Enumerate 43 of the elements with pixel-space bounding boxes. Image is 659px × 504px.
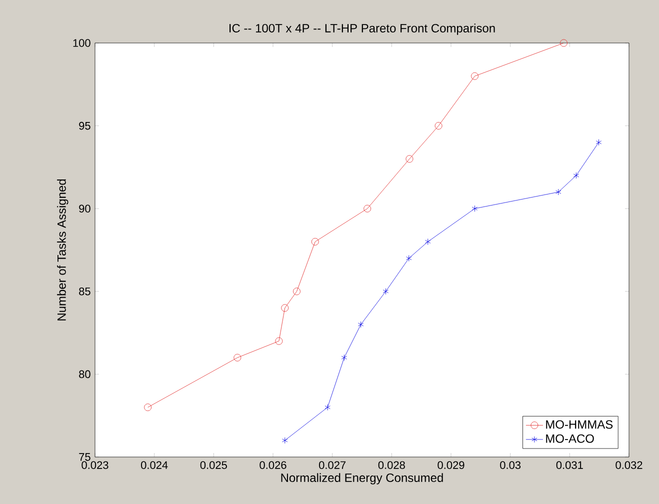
point	[573, 172, 579, 179]
x-tick-label: 0.027	[319, 461, 346, 469]
point	[560, 39, 568, 47]
point	[293, 288, 300, 296]
x-tick-label: 0.028	[378, 461, 405, 469]
chart-title: IC -- 100T x 4P -- LT-HP Pareto Front Comparison	[230, 24, 495, 35]
point	[281, 304, 289, 312]
y-tick-label: 90	[79, 204, 90, 212]
point	[596, 139, 602, 146]
point	[472, 205, 478, 212]
point	[311, 238, 319, 246]
y-tick-label: 85	[79, 287, 90, 296]
point	[434, 122, 442, 130]
point	[234, 354, 242, 362]
y-tick-label: 100	[73, 39, 90, 47]
point	[471, 72, 478, 80]
point	[406, 255, 412, 262]
x-tick-label: 0.024	[141, 461, 168, 469]
point	[364, 204, 372, 212]
point	[282, 437, 288, 444]
x-tick-label: 0.032	[616, 461, 642, 469]
point	[144, 404, 152, 412]
point	[358, 321, 364, 328]
x-tick-label: 0.029	[438, 461, 464, 469]
legend-label: MO-ACO	[546, 434, 594, 443]
point	[275, 337, 283, 345]
x-tick-label: 0.026	[260, 461, 286, 469]
y-axis-title: Number of Tasks Assigned	[57, 179, 68, 320]
x-tick-label: 0.023	[82, 461, 108, 469]
x-axis-title: Normalized Energy Consumed	[281, 473, 443, 484]
x-tick-label: 0.031	[556, 461, 583, 469]
y-tick-label: 95	[79, 122, 90, 130]
x-tick-label: 0.03	[500, 461, 521, 469]
point	[341, 354, 347, 361]
point	[406, 155, 414, 163]
x-tick-label: 0.025	[200, 461, 227, 469]
point	[425, 238, 431, 245]
point	[382, 288, 389, 295]
legend-label: MO-HMMAS	[546, 420, 613, 429]
point	[324, 404, 330, 411]
point	[556, 188, 562, 196]
y-tick-label: 75	[79, 453, 90, 461]
y-tick-label: 80	[79, 370, 90, 378]
